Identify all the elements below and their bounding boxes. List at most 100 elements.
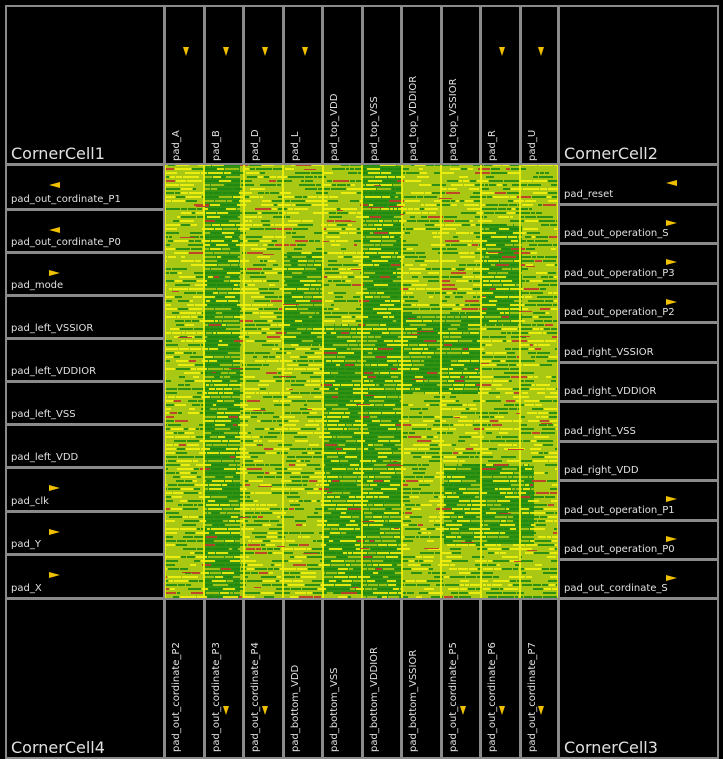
- pin-marker-icon: [666, 575, 677, 581]
- right-pad: pad_out_operation_S: [558, 204, 719, 244]
- bottom-pad: pad_out_cordinate_P4: [243, 598, 284, 759]
- pad-label: pad_Y: [11, 539, 41, 550]
- pad-label: pad_left_VSSIOR: [11, 323, 94, 334]
- pad-label: pad_A: [171, 130, 182, 161]
- right-pad: pad_right_VSSIOR: [558, 322, 719, 363]
- pad-label: pad_left_VDDIOR: [11, 366, 97, 377]
- right-pad: pad_out_operation_P3: [558, 243, 719, 284]
- pin-marker-icon: [49, 270, 60, 276]
- pad-label: pad_out_cordinate_S: [564, 583, 668, 594]
- right-pad: pad_right_VDDIOR: [558, 362, 719, 402]
- pin-marker-icon: [499, 706, 505, 715]
- left-pad: pad_out_cordinate_P0: [5, 209, 165, 253]
- pad-label: pad_out_operation_P2: [564, 307, 675, 318]
- bottom-pad: pad_out_cordinate_P7: [520, 598, 559, 759]
- pad-label: pad_out_cordinate_P5: [448, 642, 459, 752]
- bottom-pad: pad_bottom_VSS: [322, 598, 363, 759]
- corner-cell-label: CornerCell4: [11, 738, 105, 757]
- right-pad: pad_out_operation_P1: [558, 480, 719, 521]
- left-pad: pad_out_cordinate_P1: [5, 164, 165, 210]
- pad-label: pad_top_VSS: [369, 96, 380, 161]
- pad-label: pad_top_VDDIOR: [408, 75, 419, 161]
- right-pad: pad_reset: [558, 164, 719, 205]
- pin-marker-icon: [666, 496, 677, 502]
- bottom-pad: pad_out_cordinate_P5: [441, 598, 481, 759]
- top-pad: pad_L: [283, 5, 323, 165]
- pad-label: pad_U: [527, 129, 538, 161]
- pad-label: pad_out_cordinate_P0: [11, 237, 121, 248]
- pin-marker-icon: [666, 180, 677, 186]
- pad-label: pad_D: [250, 129, 261, 161]
- pad-label: pad_L: [290, 131, 301, 161]
- pad-label: pad_bottom_VDDIOR: [369, 647, 380, 752]
- pad-label: pad_out_cordinate_P7: [527, 642, 538, 752]
- pin-marker-icon: [262, 706, 268, 715]
- top-pad: pad_R: [480, 5, 521, 165]
- left-pad: pad_clk: [5, 467, 165, 512]
- pin-marker-icon: [666, 259, 677, 265]
- pad-label: pad_out_cordinate_P2: [171, 642, 182, 752]
- right-pad: pad_right_VSS: [558, 401, 719, 442]
- pad-label: pad_top_VSSIOR: [448, 78, 459, 161]
- pad-label: pad_B: [211, 130, 222, 161]
- right-pad: pad_out_cordinate_S: [558, 559, 719, 599]
- core-cells: [164, 164, 573, 598]
- pin-marker-icon: [262, 47, 268, 56]
- pin-marker-icon: [49, 485, 60, 491]
- pad-label: pad_out_operation_S: [564, 228, 669, 239]
- core-area: [164, 164, 573, 598]
- pad-label: pad_out_cordinate_P3: [211, 642, 222, 752]
- bottom-pad: pad_out_cordinate_P6: [480, 598, 521, 759]
- pad-label: pad_right_VDDIOR: [564, 386, 657, 397]
- corner-cell-label: CornerCell2: [564, 144, 658, 163]
- bottom-pad: pad_bottom_VDDIOR: [362, 598, 402, 759]
- pad-label: pad_right_VDD: [564, 465, 639, 476]
- top-pad: pad_top_VSS: [362, 5, 402, 165]
- pin-marker-icon: [302, 47, 308, 56]
- left-pad: pad_left_VDD: [5, 424, 165, 468]
- pad-label: pad_left_VDD: [11, 452, 79, 463]
- top-pad: pad_top_VSSIOR: [441, 5, 481, 165]
- left-pad: pad_left_VSS: [5, 381, 165, 425]
- pad-label: pad_out_operation_P0: [564, 544, 675, 555]
- corner-cell: CornerCell2: [558, 5, 719, 165]
- pin-marker-icon: [49, 529, 60, 535]
- pad-label: pad_bottom_VSSIOR: [408, 649, 419, 752]
- corner-cell: CornerCell4: [5, 598, 165, 759]
- pin-marker-icon: [223, 706, 229, 715]
- pin-marker-icon: [49, 572, 60, 578]
- pin-marker-icon: [666, 536, 677, 542]
- pad-label: pad_X: [11, 583, 42, 594]
- pad-label: pad_left_VSS: [11, 409, 76, 420]
- left-pad: pad_left_VSSIOR: [5, 295, 165, 339]
- pin-marker-icon: [499, 47, 505, 56]
- top-pad: pad_D: [243, 5, 284, 165]
- pin-marker-icon: [538, 706, 544, 715]
- pad-label: pad_out_cordinate_P6: [487, 642, 498, 752]
- top-pad: pad_top_VDD: [322, 5, 363, 165]
- pin-marker-icon: [538, 47, 544, 56]
- pin-marker-icon: [183, 47, 189, 56]
- pad-label: pad_out_operation_P3: [564, 268, 675, 279]
- left-pad: pad_left_VDDIOR: [5, 338, 165, 382]
- pin-marker-icon: [223, 47, 229, 56]
- top-pad: pad_top_VDDIOR: [401, 5, 442, 165]
- bottom-pad: pad_out_cordinate_P2: [164, 598, 205, 759]
- pad-label: pad_mode: [11, 280, 64, 291]
- corner-cell: CornerCell1: [5, 5, 165, 165]
- bottom-pad: pad_bottom_VDD: [283, 598, 323, 759]
- pin-marker-icon: [49, 227, 60, 233]
- top-pad: pad_B: [204, 5, 244, 165]
- pad-label: pad_bottom_VSS: [329, 667, 340, 752]
- pin-marker-icon: [666, 220, 677, 226]
- pin-marker-icon: [666, 299, 677, 305]
- pin-marker-icon: [460, 706, 466, 715]
- pad-label: pad_right_VSSIOR: [564, 347, 654, 358]
- corner-cell-label: CornerCell3: [564, 738, 658, 757]
- pad-label: pad_right_VSS: [564, 426, 636, 437]
- pad-label: pad_R: [487, 130, 498, 161]
- pin-marker-icon: [49, 182, 60, 188]
- top-pad: pad_U: [520, 5, 559, 165]
- pad-label: pad_reset: [564, 189, 614, 200]
